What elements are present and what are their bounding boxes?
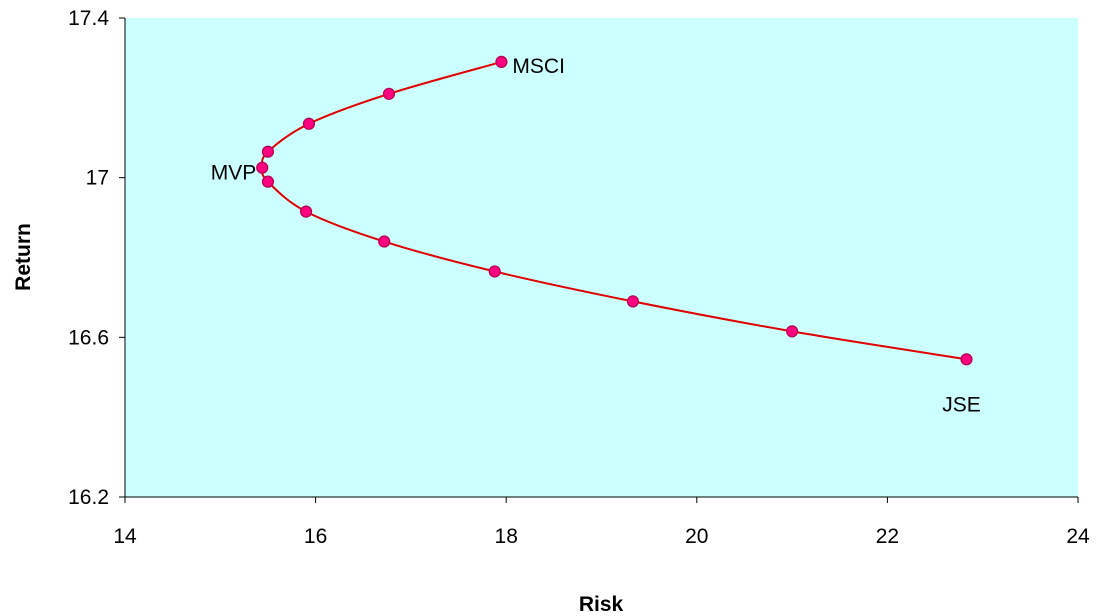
data-point	[960, 353, 973, 366]
data-point	[261, 175, 275, 188]
x-tick-label: 18	[495, 525, 518, 548]
annotations: MSCI MVP JSE	[211, 55, 981, 416]
point-annotation: MSCI	[512, 55, 565, 78]
y-tick-label: 16.6	[68, 326, 109, 349]
point-annotation: MVP	[211, 162, 257, 185]
y-axis-title: Return	[12, 223, 35, 291]
data-point	[495, 55, 508, 69]
x-tick-label: 22	[876, 525, 899, 548]
x-tick-label: 24	[1066, 525, 1090, 548]
data-point	[256, 161, 269, 174]
frontier-line	[260, 60, 967, 361]
ticks: 14 16 18 20 22 24 16.2 16.6 17 17.4	[68, 7, 1090, 548]
y-tick-label: 17	[86, 167, 109, 190]
data-point	[299, 205, 313, 218]
x-tick-label: 20	[685, 525, 708, 548]
data-point	[378, 235, 391, 248]
data-point	[382, 87, 396, 100]
data-point	[261, 145, 275, 158]
y-tick-label: 17.4	[68, 7, 109, 30]
plot-area	[125, 18, 1078, 497]
y-tick-label: 16.2	[68, 486, 109, 509]
point-annotation: JSE	[942, 393, 981, 416]
x-axis-title: Risk	[579, 593, 624, 616]
data-point	[785, 325, 799, 338]
x-tick-label: 14	[113, 525, 137, 548]
data-point	[626, 295, 640, 308]
x-tick-label: 16	[304, 525, 327, 548]
series-group	[256, 55, 973, 366]
axes	[124, 18, 1078, 498]
data-point	[302, 117, 316, 130]
data-point	[488, 265, 501, 278]
